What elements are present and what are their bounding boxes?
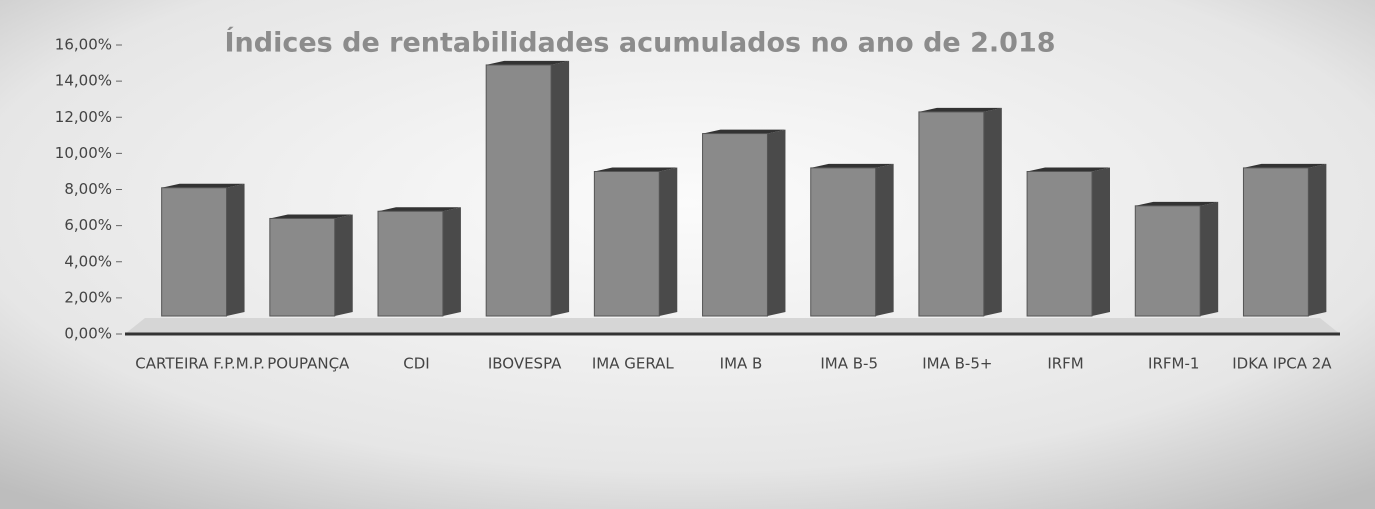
bar-side xyxy=(334,214,353,316)
y-tick-label: 8,00% xyxy=(64,180,112,198)
y-tick-label: 12,00% xyxy=(55,108,112,126)
bar-side xyxy=(442,207,461,316)
bar-top xyxy=(1135,201,1219,206)
bar-top xyxy=(269,214,353,219)
bar xyxy=(1134,205,1201,317)
bar xyxy=(593,171,660,317)
floor xyxy=(125,318,1340,334)
y-tick-label: 0,00% xyxy=(64,325,112,343)
bar xyxy=(485,64,552,317)
bar xyxy=(377,210,444,317)
bar-top xyxy=(378,207,461,212)
x-tick-label: IRFM xyxy=(1047,355,1083,373)
x-tick-label: IRFM-1 xyxy=(1148,355,1199,373)
bar xyxy=(702,133,768,317)
bar-side xyxy=(767,129,786,316)
bar-top xyxy=(486,60,570,65)
bar-top xyxy=(918,107,1002,112)
x-tick-label: CDI xyxy=(403,355,429,373)
y-tick-label: 14,00% xyxy=(55,72,112,90)
bar-side xyxy=(875,163,894,316)
bar-top xyxy=(810,163,894,168)
bar-side xyxy=(983,107,1002,316)
bar-side xyxy=(1200,201,1219,316)
bar-top xyxy=(1243,163,1327,168)
bar xyxy=(1026,171,1093,317)
x-tick-label: POUPANÇA xyxy=(267,355,350,373)
bar-top xyxy=(702,129,786,134)
bar xyxy=(1242,167,1309,317)
x-tick-label: IMA B-5 xyxy=(820,355,878,373)
x-tick-label: CARTEIRA F.P.M.P. xyxy=(135,355,265,373)
chart-title: Índices de rentabilidades acumulados no … xyxy=(224,27,1055,59)
bar xyxy=(918,111,985,317)
y-tick-label: 6,00% xyxy=(64,216,112,234)
y-tick-label: 2,00% xyxy=(64,288,112,306)
bar xyxy=(161,187,228,317)
bar-side xyxy=(551,60,570,317)
bar xyxy=(269,217,336,317)
bar-side xyxy=(659,167,678,316)
y-tick-label: 16,00% xyxy=(55,36,112,54)
bar-side xyxy=(1092,167,1110,316)
bar-side xyxy=(226,183,245,316)
bar-top xyxy=(594,167,678,172)
bar xyxy=(810,167,877,317)
x-tick-label: IDKA IPCA 2A xyxy=(1232,355,1332,373)
x-tick-label: IBOVESPA xyxy=(488,355,562,373)
bar-side xyxy=(1308,163,1327,316)
x-tick-label: IMA GERAL xyxy=(592,355,675,373)
y-tick-label: 10,00% xyxy=(55,144,112,162)
y-tick-label: 4,00% xyxy=(64,252,112,270)
bar-top xyxy=(161,183,245,188)
x-tick-label: IMA B-5+ xyxy=(922,355,992,373)
bar-top xyxy=(1027,167,1110,172)
x-tick-label: IMA B xyxy=(720,355,763,373)
